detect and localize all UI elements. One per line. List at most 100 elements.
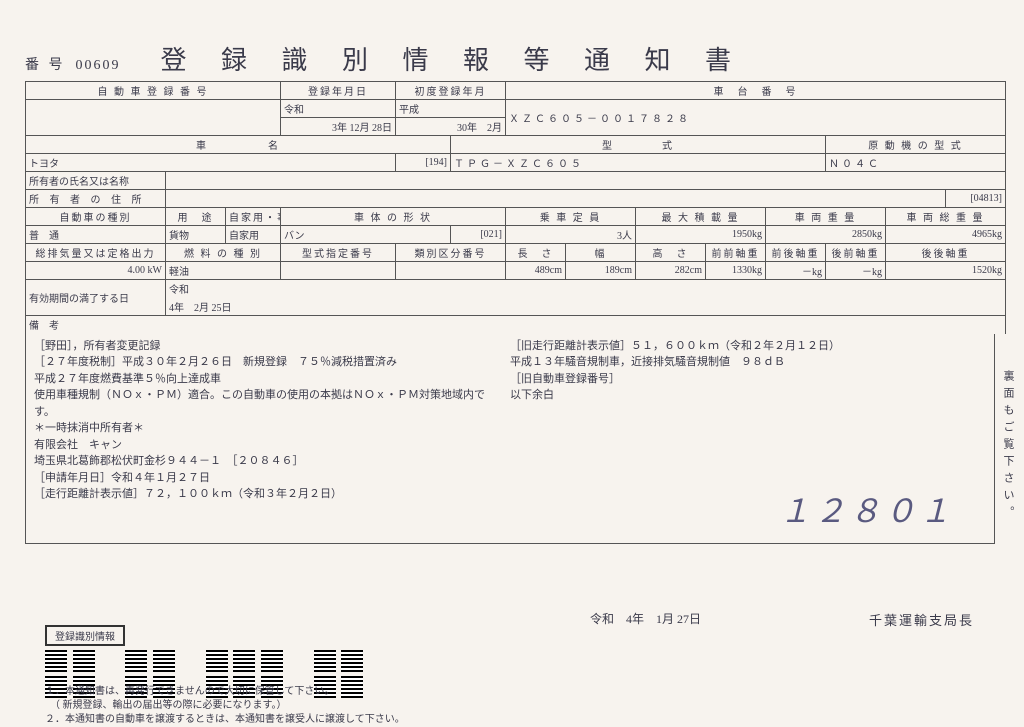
issue-date: 令和 4年 1月 27日 [590,610,701,627]
doc-number-label: 番 号 [25,54,66,74]
owner-addr-label: 所 有 者 の 住 所 [26,190,166,208]
car-name-header: 車 名 [26,136,451,154]
reg-no-header: 自 動 車 登 録 番 号 [26,82,281,100]
footer-notes: １．本通知書は、再発行できませんので大切に保管して下さい。 （ 新規登録、輸出の… [45,685,405,727]
chassis-value: ＸＺＣ６０５－００１７８２８ [506,100,1006,136]
weight-header: 車 両 重 量 [766,208,886,226]
reg-era: 令和 [281,100,396,118]
rr-value: 1520kg [886,262,1006,280]
kind-value: 普 通 [26,226,166,244]
engine-header: 原 動 機 の 型 式 [826,136,1006,154]
cap-value: 3人 [506,226,636,244]
owner-addr-code: [04813] [946,190,1006,208]
fr-header: 前後軸重 [766,244,826,262]
priv-header: 自家用・事業用の別 [226,208,281,226]
remarks-left: ［野田］，所有者変更記録 ［２７年度税制］平成３０年２月２６日 新規登録 ７５％… [34,338,491,503]
first-reg-header: 初度登録年月 [396,82,506,100]
cap-header: 乗 車 定 員 [506,208,636,226]
first-era: 平成 [396,100,506,118]
qr-code-icon [341,650,363,672]
rf-value: －kg [826,262,886,280]
qr-label: 登録識別情報 [45,625,125,646]
qr-code-icon [125,650,147,672]
wid-value: 189cm [566,262,636,280]
owner-addr-value [166,190,946,208]
use-header: 用 途 [166,208,226,226]
len-value: 489cm [506,262,566,280]
remark-line: ［走行距離計表示値］７２，１００ｋｍ（令和３年２月２日） [34,486,491,503]
remark-line: 埼玉県北葛飾郡松伏町金杉９４４－１ ［２０８４６］ [34,453,491,470]
load-header: 最 大 積 載 量 [636,208,766,226]
remarks-right: ［旧走行距離計表示値］５１，６００ｋｍ（令和２年２月１２日） 平成１３年騒音規制… [510,338,967,404]
rr-header: 後後軸重 [886,244,1006,262]
remark-line: ＊一時抹消中所有者＊ [34,420,491,437]
qr-code-icon [73,650,95,672]
reg-date-value: 3年 12月 28日 [281,118,396,136]
len-header: 長 さ [506,244,566,262]
reg-no-value [26,100,281,136]
disp-value: 4.00 kW [26,262,166,280]
remark-line: ［申請年月日］令和４年１月２７日 [34,470,491,487]
hei-value: 282cm [636,262,706,280]
catcode-header: 類別区分番号 [396,244,506,262]
hei-header: 高 さ [636,244,706,262]
remarks-box: ［野田］，所有者変更記録 ［２７年度税制］平成３０年２月２６日 新規登録 ７５％… [25,334,995,544]
first-reg-value: 30年 2月 [396,118,506,136]
side-note: 裏面もご覧下さい。 [1000,370,1016,523]
body-value: バン [281,226,451,244]
qr-code-icon [233,650,255,672]
remark-line: ［旧走行距離計表示値］５１，６００ｋｍ（令和２年２月１２日） [510,338,967,355]
remark-line: ［旧自動車登録番号］ [510,371,967,388]
remark-line: 使用車種規制（ＮＯｘ・ＰＭ）適合。この自動車の使用の本拠はＮＯｘ・ＰＭ対策地域内… [34,387,491,420]
typecode-header: 型式指定番号 [281,244,396,262]
issuing-office: 千葉運輸支局長 [869,610,974,629]
doc-number: 00609 [76,58,121,74]
use-value: 貨物 [166,226,226,244]
disp-header: 総排気量又は定格出力 [26,244,166,262]
remarks-label: 備 考 [26,316,1006,334]
remark-line: 平成２７年度燃費基準５％向上達成車 [34,371,491,388]
owner-name-value [166,172,1006,190]
remark-line: ［野田］，所有者変更記録 [34,338,491,355]
body-header: 車 体 の 形 状 [281,208,506,226]
expiry-label: 有効期間の満了する日 [26,280,166,316]
note-line: １．本通知書は、再発行できませんので大切に保管して下さい。 [45,685,405,699]
gross-header: 車 両 総 重 量 [886,208,1006,226]
document-title: 登 録 識 別 情 報 等 通 知 書 [161,40,746,77]
remark-line: ［２７年度税制］平成３０年２月２６日 新規登録 ７５％減税措置済み [34,354,491,371]
weight-value: 2850kg [766,226,886,244]
type-header: 型 式 [451,136,826,154]
gross-value: 4965kg [886,226,1006,244]
fuel-header: 燃 料 の 種 別 [166,244,281,262]
type-value: ＴＰＧ－ＸＺＣ６０５ [451,154,826,172]
typecode-value [281,262,396,280]
qr-code-icon [261,650,283,672]
remark-line: 以下余白 [510,387,967,404]
fr-value: －kg [766,262,826,280]
fuel-value: 軽油 [166,262,281,280]
ff-value: 1330kg [706,262,766,280]
body-code: [021] [451,226,506,244]
wid-header: 幅 [566,244,636,262]
qr-code-icon [206,650,228,672]
owner-name-label: 所有者の氏名又は名称 [26,172,166,190]
expiry-value: 4年 2月 25日 [166,298,1006,316]
note-line: （ 新規登録、輸出の届出等の際に必要になります。） [45,699,405,713]
main-table: 自 動 車 登 録 番 号 登録年月日 初度登録年月 車 台 番 号 令和 平成… [25,81,1006,334]
rf-header: 後前軸重 [826,244,886,262]
reg-date-header: 登録年月日 [281,82,396,100]
qr-code-icon [153,650,175,672]
expiry-era: 令和 [166,280,1006,298]
kind-header: 自動車の種別 [26,208,166,226]
ff-header: 前前軸重 [706,244,766,262]
car-name-value: トヨタ [26,154,396,172]
catcode-value [396,262,506,280]
qr-code-icon [314,650,336,672]
chassis-header: 車 台 番 号 [506,82,1006,100]
qr-code-icon [45,650,67,672]
car-name-code: [194] [396,154,451,172]
remark-line: 平成１３年騒音規制車，近接排気騒音規制値 ９８ｄＢ [510,354,967,371]
handwritten-number: １２８０１ [779,487,954,535]
load-value: 1950kg [636,226,766,244]
engine-value: Ｎ０４Ｃ [826,154,1006,172]
